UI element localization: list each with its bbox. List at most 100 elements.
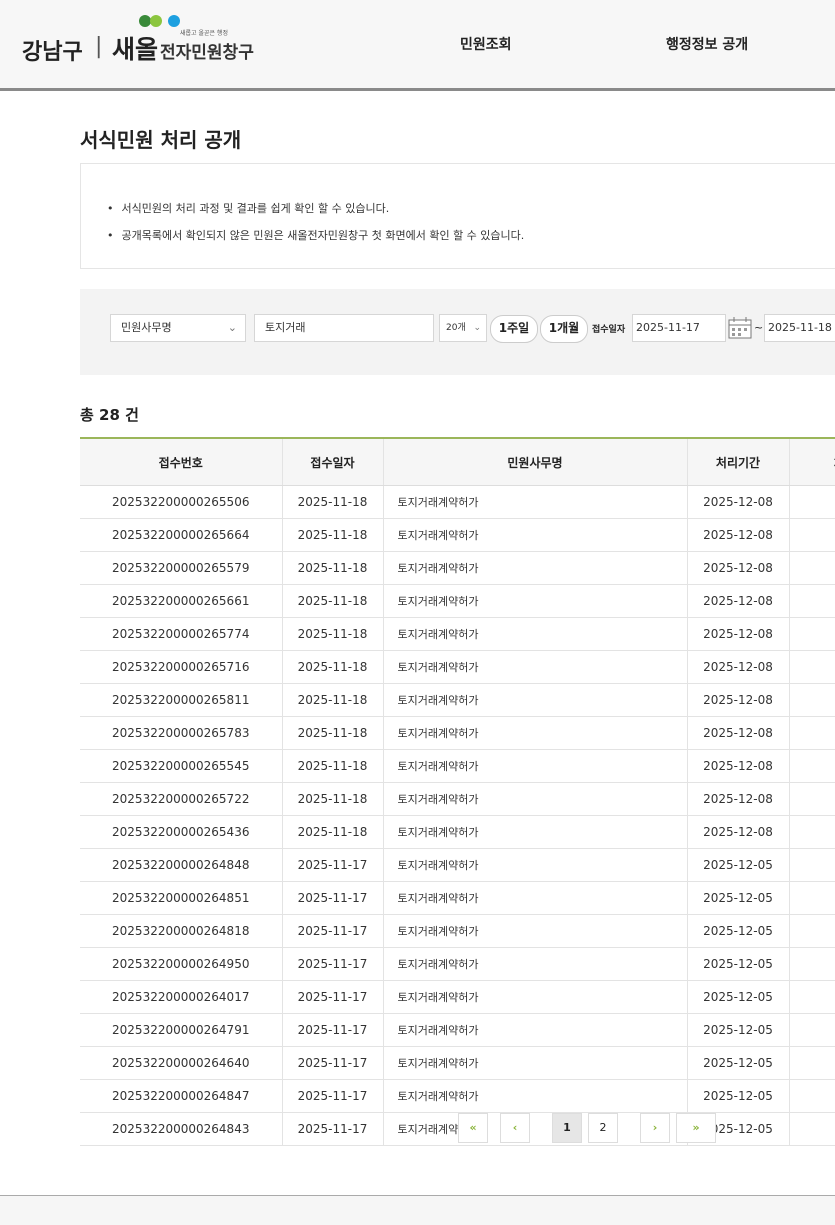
table-row[interactable]: 202532200000264950 2025-11-17 토지거래계약허가 2025…: [80, 947, 835, 981]
table-row[interactable]: 202532200000265436 2025-11-18 토지거래계약허가 2025…: [80, 815, 835, 849]
table-cell: 처: [788, 551, 835, 585]
table-row[interactable]: 202532200000264851 2025-11-17 토지거래계약허가 2025…: [80, 881, 835, 915]
table-cell: 2025-12-05: [686, 848, 789, 882]
type-select[interactable]: 민원사무명 ⌄: [110, 314, 246, 342]
nav-item[interactable]: 행정정보 공개: [666, 37, 749, 53]
table-cell: 2025-12-08: [686, 716, 789, 750]
table-row[interactable]: 202532200000265811 2025-11-18 토지거래계약허가 2025…: [80, 683, 835, 717]
prev-page[interactable]: ‹: [500, 1113, 530, 1143]
table-cell: 2025-11-17: [281, 1112, 383, 1146]
table-cell: 2025-11-18: [281, 650, 383, 684]
table-cell: 202532200000264950: [80, 947, 282, 981]
first-page[interactable]: «: [458, 1113, 488, 1143]
table-cell: 2025-11-17: [281, 1046, 383, 1080]
table-cell: 2025-11-18: [281, 485, 383, 519]
table-row[interactable]: 202532200000265722 2025-11-18 토지거래계약허가 2025…: [80, 782, 835, 816]
table-cell: 처: [788, 584, 835, 618]
week-button[interactable]: 1주일: [490, 315, 538, 343]
size-select[interactable]: 20개 ⌄: [439, 314, 487, 342]
table-row[interactable]: 202532200000265716 2025-11-18 토지거래계약허가 2025…: [80, 650, 835, 684]
page-number[interactable]: 2: [588, 1113, 618, 1143]
table-row[interactable]: 202532200000265545 2025-11-18 토지거래계약허가 2025…: [80, 749, 835, 783]
table-cell: 2025-11-18: [281, 551, 383, 585]
table-row[interactable]: 202532200000265664 2025-11-18 토지거래계약허가 2025…: [80, 518, 835, 552]
table-cell: 202532200000265722: [80, 782, 282, 816]
table-cell: 2025-12-08: [686, 551, 789, 585]
table-cell: 2025-11-18: [281, 617, 383, 651]
table-row[interactable]: 202532200000264847 2025-11-17 토지거래계약허가 2025…: [80, 1079, 835, 1113]
table-cell: 202532200000265664: [80, 518, 282, 552]
table-cell: 202532200000265716: [80, 650, 282, 684]
table-cell: 토지거래계약허가: [382, 947, 687, 981]
table-container: 접수번호접수일자민원사무명처리기간처리 20253220000026550620…: [80, 437, 835, 1146]
table-row[interactable]: 202532200000264818 2025-11-17 토지거래계약허가 2025…: [80, 914, 835, 948]
table-row[interactable]: 202532200000265774 2025-11-18 토지거래계약허가 2025…: [80, 617, 835, 651]
table-cell: 처: [788, 881, 835, 915]
table-cell: 2025-11-18: [281, 683, 383, 717]
table-cell: 토지거래계약허가: [382, 1013, 687, 1047]
page-number[interactable]: 1: [552, 1113, 582, 1143]
table-cell: 처: [788, 518, 835, 552]
table-row[interactable]: 202532200000265579 2025-11-18 토지거래계약허가 2025…: [80, 551, 835, 585]
column-header: 접수번호: [80, 438, 282, 486]
table-cell: 2025-11-17: [281, 1013, 383, 1047]
brand[interactable]: 새올: [112, 35, 159, 64]
table-cell: 처: [788, 848, 835, 882]
table-cell: 2025-12-05: [686, 881, 789, 915]
page-title: 서식민원 처리 공개: [80, 128, 242, 152]
table-cell: 2025-11-18: [281, 815, 383, 849]
table-cell: 2025-11-17: [281, 947, 383, 981]
table-row[interactable]: 202532200000265783 2025-11-18 토지거래계약허가 2025…: [80, 716, 835, 750]
table-cell: 처: [788, 485, 835, 519]
total-count: 총 28 건: [80, 406, 139, 424]
table-row[interactable]: 202532200000264848 2025-11-17 토지거래계약허가 2025…: [80, 848, 835, 882]
column-header: 접수일자: [281, 438, 383, 486]
table-cell: 202532200000265774: [80, 617, 282, 651]
table-cell: 토지거래계약허가: [382, 716, 687, 750]
table-cell: 토지거래계약허가: [382, 518, 687, 552]
table-cell: 토지거래계약허가: [382, 650, 687, 684]
table-row[interactable]: 202532200000264791 2025-11-17 토지거래계약허가 2025…: [80, 1013, 835, 1047]
table-cell: 202532200000264640: [80, 1046, 282, 1080]
caret: ⌄: [473, 323, 481, 333]
table-row[interactable]: 202532200000265506 2025-11-18 토지거래계약허가 2025…: [80, 485, 835, 519]
table-cell: 2025-12-05: [686, 1013, 789, 1047]
table-row[interactable]: 202532200000264640 2025-11-17 토지거래계약허가 2025…: [80, 1046, 835, 1080]
table-cell: 2025-12-08: [686, 749, 789, 783]
select-value: 민원사무명: [121, 321, 172, 334]
table-cell: 토지거래계약허가: [382, 980, 687, 1014]
table-cell: 2025-12-08: [686, 617, 789, 651]
district-logo[interactable]: 강남구: [22, 40, 83, 65]
table-cell: 202532200000265811: [80, 683, 282, 717]
table-cell: 토지거래계약허가: [382, 782, 687, 816]
divider: |: [95, 34, 103, 59]
table-cell: 토지거래계약허가: [382, 551, 687, 585]
table-cell: 2025-11-17: [281, 848, 383, 882]
month-button[interactable]: 1개월: [540, 315, 588, 343]
table-cell: 2025-12-08: [686, 683, 789, 717]
table-row[interactable]: 202532200000265661 2025-11-18 토지거래계약허가 2025…: [80, 584, 835, 618]
table-cell: 토지거래계약허가: [382, 749, 687, 783]
start-date[interactable]: 2025-11-17: [632, 314, 726, 342]
table-cell: 토지거래계약허가: [382, 848, 687, 882]
calendar-icon[interactable]: [728, 317, 752, 339]
keyword-input[interactable]: 토지거래: [254, 314, 434, 342]
next-page[interactable]: ›: [640, 1113, 670, 1143]
table-cell: 2025-11-18: [281, 716, 383, 750]
nav-item[interactable]: 민원조회: [460, 37, 512, 53]
table-cell: 2025-11-17: [281, 980, 383, 1014]
table-cell: 토지거래계약허가: [382, 815, 687, 849]
table-cell: 토지거래계약허가: [382, 485, 687, 519]
table-cell: 처: [788, 947, 835, 981]
end-date[interactable]: 2025-11-18: [764, 314, 835, 342]
portal-name[interactable]: 전자민원창구: [160, 43, 254, 63]
last-page[interactable]: »: [676, 1113, 716, 1143]
table-row[interactable]: 202532200000264017 2025-11-17 토지거래계약허가 2025…: [80, 980, 835, 1014]
table-cell: 처: [788, 815, 835, 849]
table-cell: 토지거래계약허가: [382, 683, 687, 717]
table-cell: 토지거래계약허가: [382, 1046, 687, 1080]
notice-box: 서식민원의 처리 과정 및 결과를 쉽게 확인 할 수 있습니다. 공개목록에서…: [80, 163, 835, 269]
table-cell: 2025-12-05: [686, 914, 789, 948]
table-cell: 처: [788, 749, 835, 783]
